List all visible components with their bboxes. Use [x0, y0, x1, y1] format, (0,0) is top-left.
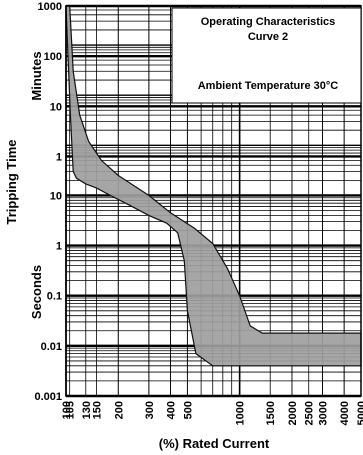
x-tick-label: 400	[166, 401, 178, 419]
ambient-temperature-note: Ambient Temperature 30°C	[198, 80, 339, 92]
y-axis-minutes-label: Minutes	[29, 51, 44, 100]
y-tick-label: 0.01	[41, 341, 62, 353]
x-tick-label: 1500	[265, 401, 277, 425]
y-tick-label: 0.001	[34, 391, 62, 403]
tripping-band	[65, 5, 362, 367]
x-tick-label: 105	[65, 401, 77, 419]
chart-title: Operating Characteristics	[201, 16, 336, 28]
y-tick-label: 10	[50, 190, 62, 202]
legend-box: Operating Characteristics Curve 2 Ambien…	[171, 7, 362, 104]
x-tick-label: 500	[182, 401, 194, 419]
x-tick-label: 130	[81, 401, 93, 419]
y-axis-seconds-label: Seconds	[29, 265, 44, 319]
x-tick-label: 150	[92, 401, 104, 419]
x-tick-label: 300	[144, 401, 156, 419]
x-tick-label: 5000	[356, 401, 363, 425]
x-tick-label: 4000	[339, 401, 351, 425]
y-tick-label: 0.1	[47, 291, 62, 303]
y-tick-label: 1000	[38, 1, 62, 13]
x-axis-title: (%) Rated Current	[159, 436, 270, 451]
x-tick-label: 100	[61, 401, 73, 419]
y-tick-label: 10	[50, 101, 62, 113]
x-tick-label: 2000	[287, 401, 299, 425]
x-tick-label: 1000	[235, 401, 247, 425]
x-tick-label: 2500	[304, 401, 316, 425]
y-tick-label: 100	[44, 51, 62, 63]
y-ticks: 1000 100 10 1 10 1 0.1 0.01 0.001	[34, 1, 62, 403]
y-tick-label: 1	[56, 241, 62, 253]
y-tick-label: 1	[56, 151, 62, 163]
x-tick-label: 200	[113, 401, 125, 419]
tripping-band-area	[65, 5, 362, 367]
chart-subtitle: Curve 2	[248, 31, 288, 43]
plot-frame	[65, 5, 362, 397]
legend-box-frame	[171, 7, 362, 104]
x-tick-label: 3000	[318, 401, 330, 425]
y-axis-title: Tripping Time	[4, 140, 19, 225]
